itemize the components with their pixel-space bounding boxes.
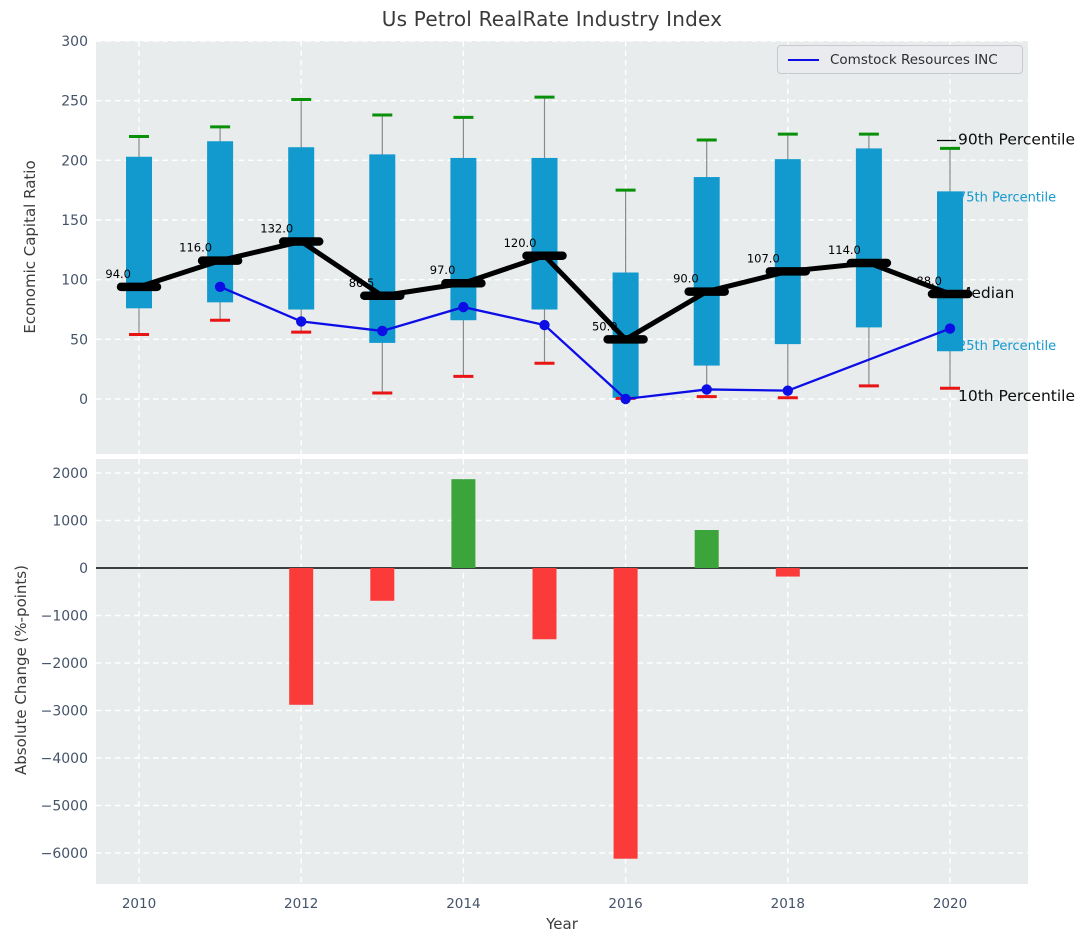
company-point-2017 [701, 384, 712, 395]
top-y-tick-300: 300 [61, 34, 88, 50]
bottom-axes-background [96, 459, 1028, 884]
x-tick-2010: 2010 [122, 896, 156, 912]
change-bar-2013 [370, 568, 395, 601]
annotation-25th-percentile: 25th Percentile [958, 339, 1056, 354]
company-point-2020 [944, 323, 956, 334]
top-y-tick-0: 0 [79, 392, 88, 408]
bottom-y-tick-1000: 1000 [52, 514, 88, 530]
x-tick-2014: 2014 [446, 896, 480, 912]
bottom-y-tick-0: 0 [79, 561, 88, 577]
median-label-2019: 114.0 [828, 243, 861, 257]
percentile-box-2013 [369, 154, 396, 343]
bottom-y-tick--3000: −3000 [41, 704, 88, 720]
change-bar-2015 [532, 568, 557, 640]
bottom-y-tick--1000: −1000 [41, 609, 88, 625]
median-label-2017: 90.0 [673, 272, 699, 286]
company-point-2018 [782, 385, 793, 396]
legend-line-sample [788, 58, 819, 61]
change-bar-2012 [289, 568, 314, 705]
bottom-y-tick-2000: 2000 [52, 466, 88, 482]
change-bar-2016 [613, 568, 638, 859]
top-y-tick-200: 200 [61, 153, 88, 169]
legend-label: Comstock Resources INC [830, 51, 998, 68]
legend: Comstock Resources INC [777, 45, 1023, 74]
bottom-y-tick--4000: −4000 [41, 751, 88, 767]
company-point-2012 [296, 316, 307, 327]
annotation-90th-percentile: 90th Percentile [958, 131, 1075, 149]
bottom-y-tick--2000: −2000 [41, 656, 88, 672]
annotation-10th-percentile: 10th Percentile [958, 387, 1075, 405]
company-point-2014 [458, 301, 469, 313]
company-point-2016 [620, 393, 631, 405]
annotation-75th-percentile: 75th Percentile [958, 191, 1056, 206]
percentile-box-2012 [288, 147, 315, 310]
percentile-box-2015 [531, 157, 558, 310]
median-label-2018: 107.0 [747, 251, 780, 265]
median-label-2020: 88.0 [916, 274, 942, 288]
median-label-2016: 50.0 [592, 319, 618, 333]
annotation-median: Median [958, 284, 1014, 302]
bottom-y-tick--6000: −6000 [41, 846, 88, 862]
company-point-2013 [377, 325, 388, 337]
chart-title: Us Petrol RealRate Industry Index [381, 7, 723, 31]
change-bar-2018 [775, 568, 800, 577]
percentile-box-2014 [450, 157, 477, 321]
change-bar-2017 [694, 530, 719, 568]
company-point-2015 [539, 319, 550, 331]
top-y-tick-100: 100 [61, 273, 88, 289]
median-label-2010: 94.0 [105, 267, 131, 281]
percentile-box-2011 [207, 141, 234, 303]
bottom-y-axis-label: Absolute Change (%-points) [12, 565, 30, 775]
median-label-2015: 120.0 [504, 236, 537, 250]
median-label-2011: 116.0 [179, 241, 212, 255]
company-point-2011 [214, 281, 226, 293]
bottom-y-tick--5000: −5000 [41, 799, 88, 815]
top-y-tick-250: 250 [61, 94, 88, 110]
change-bar-2014 [451, 479, 476, 568]
percentile-box-2019 [855, 148, 882, 328]
percentile-box-2018 [774, 159, 801, 345]
median-label-2014: 97.0 [430, 263, 456, 277]
x-axis-label: Year [546, 915, 578, 933]
median-label-2012: 132.0 [260, 221, 293, 235]
x-tick-2020: 2020 [933, 896, 967, 912]
median-label-2013: 86.5 [349, 276, 375, 290]
x-tick-2012: 2012 [284, 896, 318, 912]
top-axes-background [96, 41, 1028, 454]
top-y-axis-label: Economic Capital Ratio [21, 160, 39, 334]
percentile-box-2017 [693, 177, 720, 366]
top-y-tick-150: 150 [61, 213, 88, 229]
x-tick-2016: 2016 [608, 896, 642, 912]
top-y-tick-50: 50 [70, 332, 88, 348]
x-tick-2018: 2018 [771, 896, 805, 912]
